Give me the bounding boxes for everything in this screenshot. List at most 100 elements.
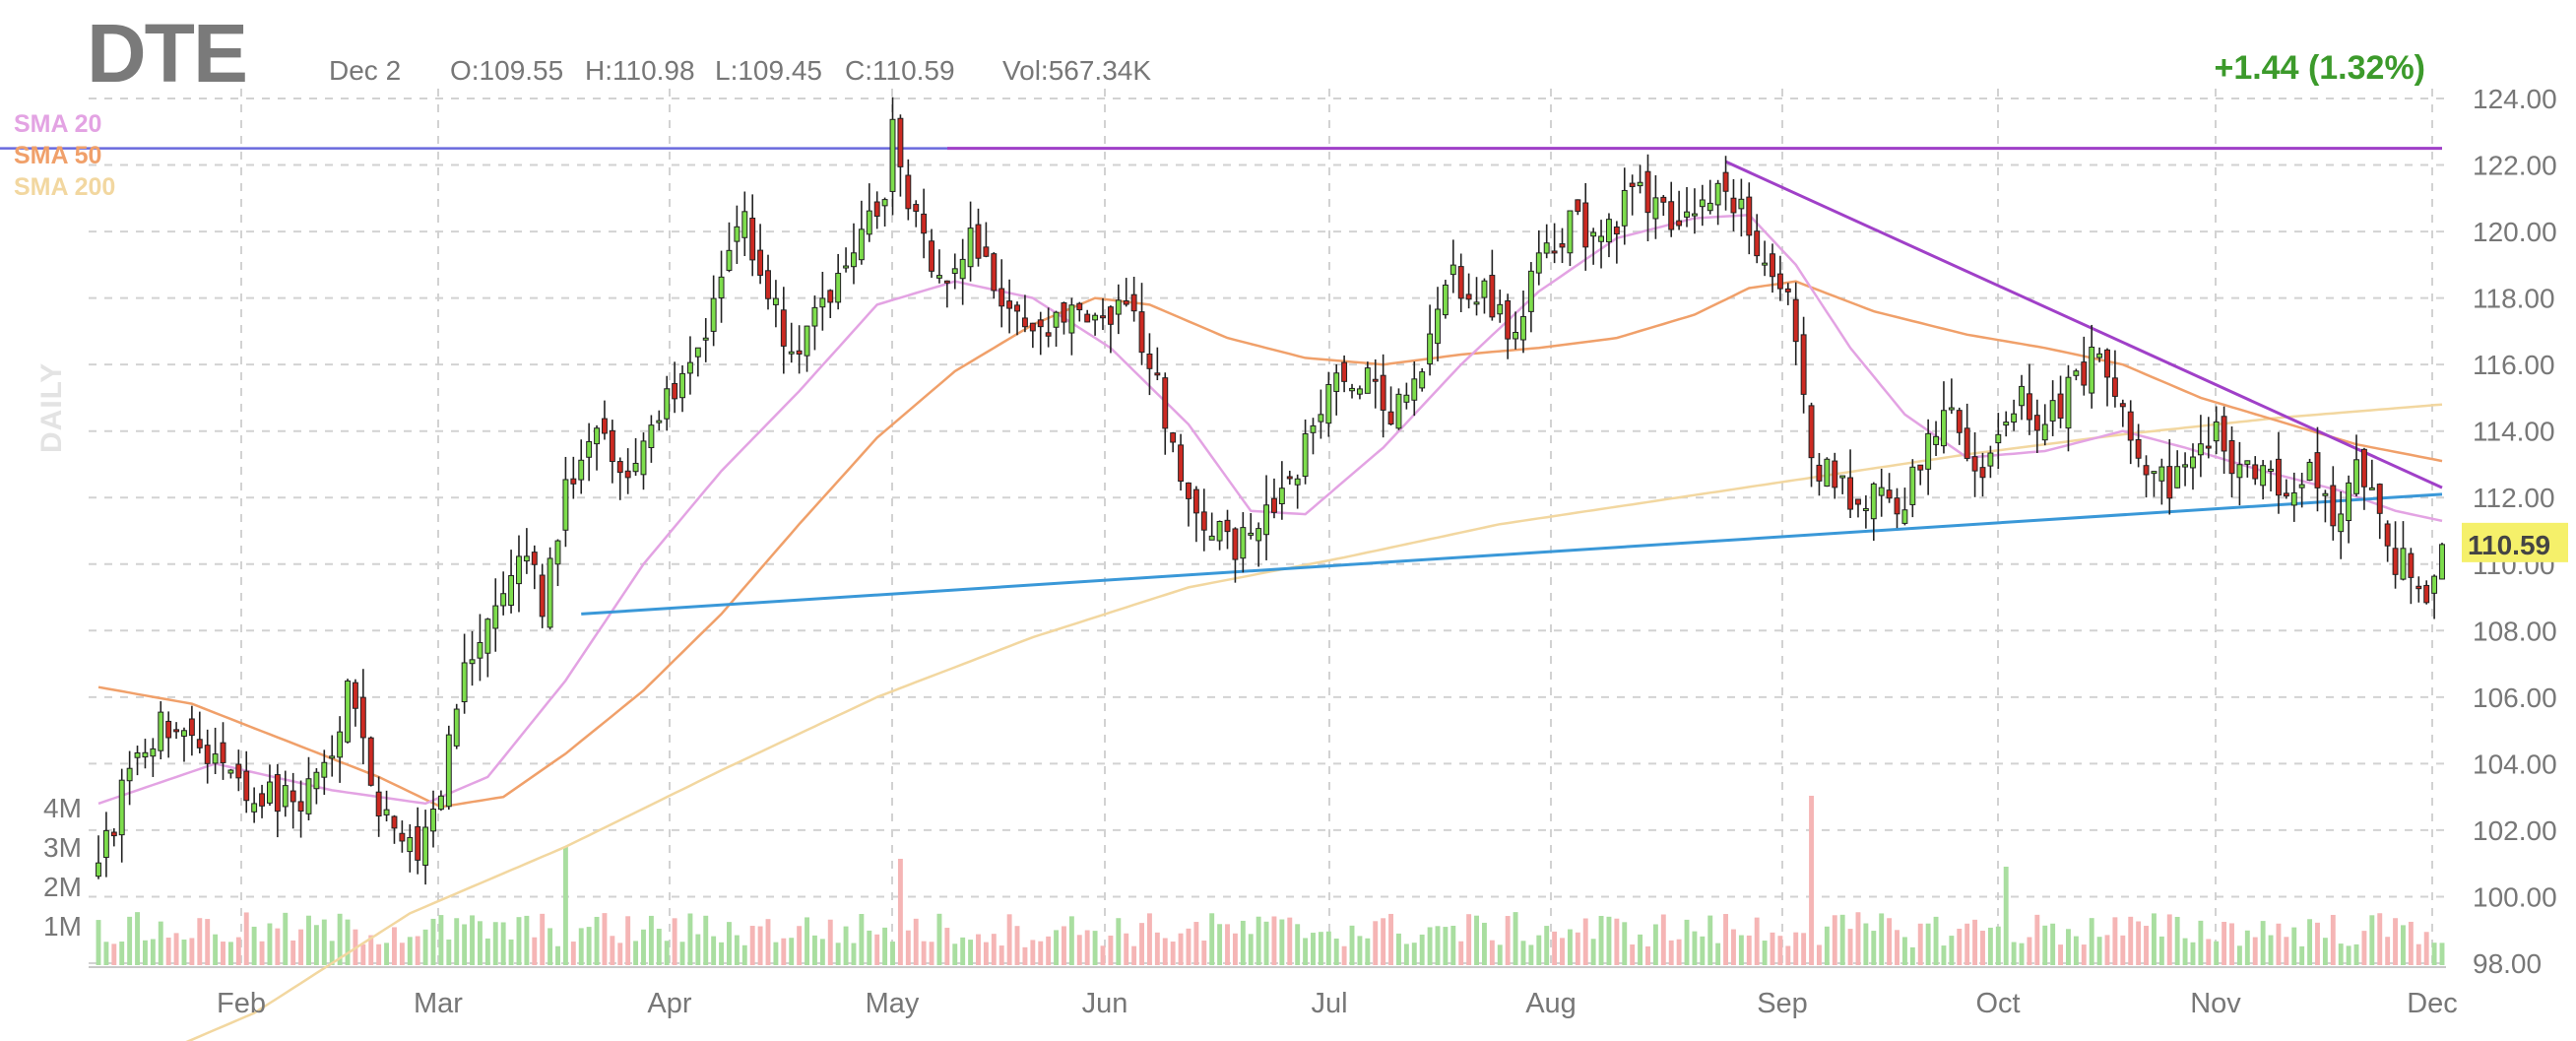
candle-body (2236, 464, 2243, 479)
candle-body (437, 795, 444, 811)
volume-bar (2338, 943, 2344, 965)
volume-bar (2252, 937, 2258, 965)
candle-body (508, 574, 515, 607)
volume-tick-label: 2M (43, 872, 82, 902)
volume-bar (1287, 917, 1293, 965)
volume-bar (2027, 937, 2032, 965)
quote-close: C:110.59 (845, 55, 955, 86)
candle-body (2073, 370, 2080, 376)
volume-bar (1707, 915, 1713, 965)
volume-bar (1622, 922, 1628, 965)
candle-body (1115, 299, 1122, 315)
volume-bar (1373, 921, 1379, 965)
candle-body (1933, 435, 1939, 445)
candle-body (2041, 423, 2048, 441)
volume-bar (1411, 943, 1417, 965)
candle-body (959, 258, 966, 280)
date-tick-label: Apr (647, 988, 691, 1019)
volume-bar (2361, 931, 2367, 965)
candle-body (710, 297, 717, 332)
candle-body (523, 555, 530, 562)
volume-bar (1435, 926, 1441, 965)
volume-bar (1700, 936, 1706, 965)
volume-bar (2206, 939, 2212, 965)
candle-body (1271, 497, 1277, 513)
candle-body (110, 831, 117, 837)
volume-bar (119, 942, 125, 965)
date-tick-label: Dec (2407, 988, 2458, 1019)
volume-bar (897, 859, 903, 965)
candle-body (1567, 210, 1574, 254)
volume-bar (283, 912, 289, 965)
volume-bar (306, 915, 311, 965)
volume-bar (1162, 938, 1168, 965)
volume-bar (1949, 936, 1955, 965)
candle-body (1637, 181, 1643, 187)
sma20-line (97, 213, 2443, 806)
candle-body (383, 809, 390, 815)
volume-bar (1381, 918, 1386, 965)
candle-body (1130, 293, 1137, 312)
candle-body (305, 778, 312, 814)
candle-body (1224, 519, 1231, 533)
candle-body (2322, 492, 2329, 496)
candle-body (492, 605, 499, 629)
volume-bar (1582, 918, 1588, 965)
volume-bar (1124, 933, 1129, 965)
quote-high: H:110.98 (585, 55, 695, 86)
volume-bar (1987, 927, 1993, 965)
candle-body (430, 809, 436, 832)
candle-body (2026, 393, 2032, 421)
volume-bar (446, 939, 452, 965)
volume-bar (1092, 931, 1098, 965)
candle-body (843, 265, 850, 269)
volume-bar (602, 913, 608, 965)
volume-bar (2158, 936, 2164, 965)
volume-bar (1847, 929, 1853, 965)
candle-body (1068, 304, 1075, 334)
volume-bar (2050, 923, 2056, 965)
volume-bar (936, 913, 942, 965)
candle-body (516, 555, 522, 585)
volume-bar (2315, 922, 2320, 965)
volume-bar (882, 927, 888, 965)
candle-body (2166, 466, 2173, 499)
volume-bar (976, 934, 981, 965)
price-tick-label: 98.00 (2473, 948, 2542, 979)
candle-body (102, 829, 109, 859)
volume-bar (1652, 924, 1658, 965)
volume-bar (205, 919, 211, 965)
candle-body (1598, 235, 1604, 242)
price-tick-label: 118.00 (2473, 284, 2555, 314)
volume-bar (1660, 914, 1666, 965)
candle-body (873, 201, 880, 218)
trend-lines (0, 147, 2443, 616)
candle-body (1021, 317, 1028, 328)
volume-bar (2268, 935, 2274, 965)
candle-body (1590, 231, 1597, 237)
volume-bar (1014, 926, 1020, 965)
volume-bar (1598, 915, 1604, 965)
volume-bar (1684, 919, 1690, 965)
candle-body (1481, 280, 1488, 298)
volume-bar (1933, 916, 1939, 965)
volume-bar (983, 942, 989, 965)
volume-bar (1785, 945, 1791, 965)
volume-bar (1793, 932, 1799, 965)
volume-bar (2190, 942, 2196, 965)
candle-body (1154, 372, 1161, 376)
candle-body (1442, 284, 1449, 316)
volume-bar (1357, 936, 1363, 965)
candle-body (609, 429, 615, 463)
volume-bar (516, 917, 522, 965)
volume-bar (1505, 916, 1511, 965)
volume-bar (2236, 945, 2242, 965)
candle-body (282, 785, 289, 808)
candle-body (1886, 489, 1893, 499)
candle-body (2011, 413, 2018, 423)
volume-bar (321, 919, 327, 965)
volume-bar (2042, 925, 2048, 965)
candle-body (2423, 584, 2430, 604)
volume-bar (952, 943, 958, 965)
candle-body (1208, 535, 1215, 541)
